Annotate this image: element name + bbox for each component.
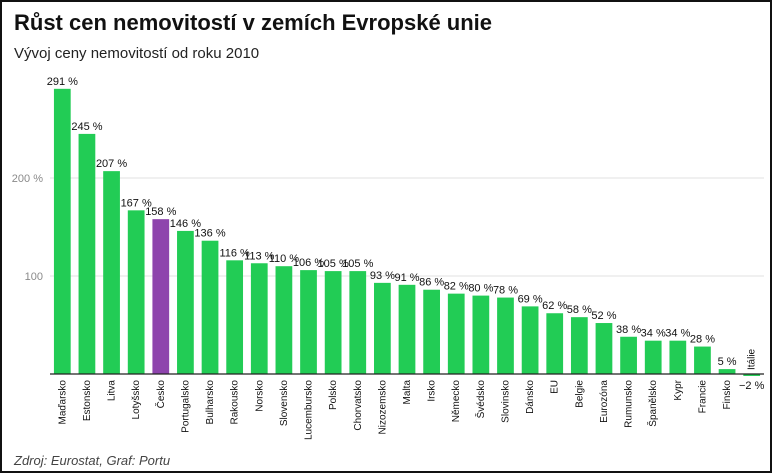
bar	[78, 133, 96, 374]
bar	[620, 336, 637, 374]
bar	[226, 260, 244, 374]
data-label: 93 %	[370, 270, 395, 282]
bar	[595, 323, 613, 374]
category-label: Belgie	[574, 380, 585, 408]
bar	[349, 271, 367, 374]
category-label: Španělsko	[646, 380, 659, 427]
chart-subtitle: Vývoj ceny nemovitostí od roku 2010	[14, 45, 260, 62]
bar	[250, 263, 268, 374]
bar	[718, 369, 736, 374]
data-label: 245 %	[71, 121, 102, 133]
data-label: 105 %	[318, 258, 349, 270]
bar	[472, 295, 490, 374]
data-label: 5 %	[718, 356, 737, 368]
category-label: Chorvatsko	[353, 380, 364, 431]
data-label: 52 %	[591, 310, 616, 322]
category-label: Maďarsko	[57, 380, 68, 425]
category-label: Rumunsko	[624, 380, 635, 428]
data-label: 146 %	[170, 218, 201, 230]
chart-title: Růst cen nemovitostí v zemích Evropské u…	[14, 10, 493, 35]
y-tick-label: 100	[25, 271, 43, 283]
category-label: Litva	[107, 380, 118, 402]
category-label: Finsko	[722, 380, 733, 410]
y-tick-label: 200 %	[12, 173, 43, 185]
bar	[103, 171, 120, 374]
bar	[669, 340, 687, 374]
category-label: Nizozemsko	[377, 380, 388, 435]
data-label: 78 %	[493, 285, 518, 297]
category-label: Eurozóna	[599, 380, 610, 423]
bar	[398, 284, 416, 374]
category-label: Malta	[402, 380, 413, 405]
data-label: 110 %	[269, 253, 300, 265]
category-label: Slovinsko	[500, 380, 511, 423]
bar	[570, 317, 588, 374]
category-label: Lotyšsko	[131, 380, 142, 420]
category-label: Rakousko	[230, 380, 241, 425]
bar	[275, 266, 293, 374]
category-label: EU	[550, 380, 561, 394]
data-label: 28 %	[690, 334, 715, 346]
data-label: 105 %	[342, 258, 373, 270]
category-label: Portugalsko	[180, 380, 191, 433]
bar	[694, 346, 711, 374]
bar	[53, 88, 71, 374]
data-label: 158 %	[145, 206, 176, 218]
bar	[177, 230, 194, 374]
data-label: 69 %	[518, 293, 543, 305]
category-label: Polsko	[328, 380, 339, 410]
bar	[521, 306, 539, 374]
category-label: Itálie	[747, 348, 758, 370]
bar	[546, 313, 564, 374]
chart-source: Zdroj: Eurostat, Graf: Portu	[14, 453, 171, 468]
category-label: Estonsko	[82, 380, 93, 422]
bar	[743, 374, 761, 376]
bar	[644, 340, 662, 374]
category-label: Dánsko	[525, 380, 536, 414]
data-label: 80 %	[468, 283, 493, 295]
data-label: 82 %	[444, 281, 469, 293]
data-label: 116 %	[219, 247, 250, 259]
bar	[201, 240, 219, 374]
data-label: 34 %	[641, 328, 666, 340]
category-label: Německo	[451, 380, 462, 423]
data-label: −2 %	[739, 380, 765, 392]
bar	[300, 270, 317, 374]
category-label: Francie	[697, 380, 708, 414]
data-label: 34 %	[665, 328, 690, 340]
data-label: 58 %	[567, 304, 592, 316]
bar	[423, 289, 440, 374]
category-label: Norsko	[254, 380, 265, 412]
data-label: 106 %	[293, 257, 324, 269]
category-label: Slovensko	[279, 380, 290, 427]
data-label: 38 %	[616, 324, 641, 336]
data-label: 167 %	[121, 197, 152, 209]
bar	[374, 282, 391, 374]
data-label: 291 %	[47, 76, 78, 88]
bar	[152, 219, 170, 374]
data-label: 91 %	[394, 272, 419, 284]
category-label: Lucembursko	[304, 380, 315, 440]
data-label: 86 %	[419, 277, 444, 289]
bar	[497, 297, 514, 374]
category-label: Irsko	[427, 380, 438, 402]
data-label: 113 %	[244, 250, 275, 262]
category-label: Bulharsko	[205, 380, 216, 425]
category-label: Česko	[154, 380, 167, 409]
bar	[447, 293, 465, 374]
data-label: 207 %	[96, 158, 127, 170]
bar	[324, 271, 342, 374]
bar	[127, 210, 145, 374]
category-label: Kypr	[673, 379, 684, 400]
category-label: Švédsko	[474, 380, 487, 419]
data-label: 62 %	[542, 300, 567, 312]
data-label: 136 %	[194, 228, 225, 240]
